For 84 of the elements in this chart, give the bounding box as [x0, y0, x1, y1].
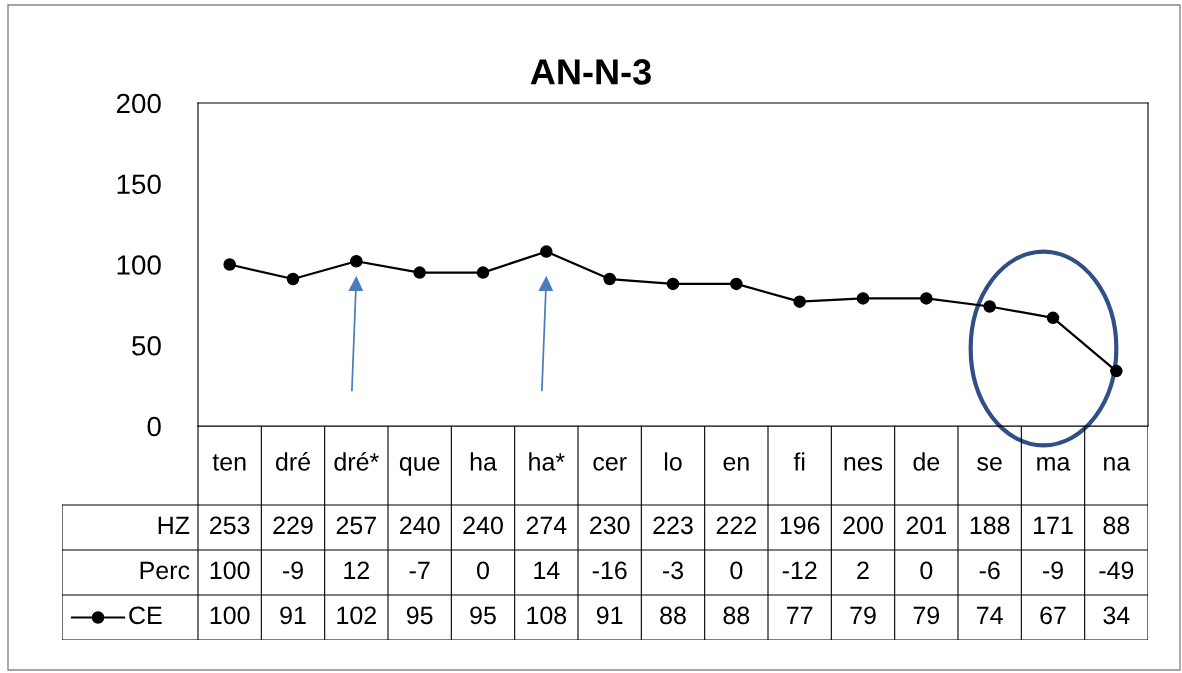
x-tick-label: na	[1104, 457, 1131, 471]
chart-title: AN-N-3	[530, 59, 651, 85]
text: -12	[782, 561, 817, 579]
x-tick-label: en	[723, 457, 749, 471]
point	[413, 266, 426, 279]
text: 0	[477, 561, 489, 580]
point	[286, 272, 300, 286]
x-tick-label: dré*	[334, 452, 379, 471]
data-label: 79	[850, 606, 876, 625]
y-tick-label: 50	[132, 335, 161, 356]
data-label: 102	[337, 606, 376, 625]
point	[920, 292, 933, 305]
text: -9	[1043, 561, 1063, 580]
y-tick-label: 100	[117, 255, 161, 275]
y-tick-label: 200	[116, 93, 161, 114]
text: 229	[273, 516, 313, 535]
text: 0	[920, 561, 933, 580]
text: -6	[979, 561, 1000, 580]
x-tick-label: dré	[275, 452, 310, 471]
point	[666, 277, 680, 291]
text: 200	[843, 516, 883, 535]
text: 240	[463, 516, 503, 535]
text: -49	[1099, 561, 1134, 580]
data-label: 108	[527, 606, 567, 625]
point	[793, 295, 806, 308]
text: 201	[906, 516, 946, 535]
x-tick-label: ma	[1037, 457, 1071, 471]
text: 14	[534, 561, 560, 579]
data-label: 95	[406, 606, 433, 625]
x-tick-label: ha	[470, 452, 497, 471]
text: 230	[590, 516, 630, 535]
text: 88	[1103, 516, 1130, 535]
point	[476, 266, 490, 279]
y-tick-label: 0	[147, 416, 161, 437]
legend-label: CE	[129, 606, 162, 625]
text: -16	[592, 561, 627, 580]
text: 253	[210, 516, 250, 535]
point	[1110, 364, 1123, 378]
text: 188	[970, 516, 1010, 535]
data-label: 91	[280, 606, 306, 625]
x-tick-label: cer	[593, 457, 627, 471]
data-label: 34	[1103, 606, 1130, 625]
text: 274	[526, 516, 567, 534]
data-label: 67	[1040, 606, 1066, 625]
text: Perc	[140, 561, 190, 580]
x-tick-label: fi	[793, 452, 805, 471]
text: 2	[857, 561, 869, 579]
point	[983, 300, 996, 313]
text: -3	[663, 561, 684, 580]
text: 12	[344, 561, 369, 579]
text: 257	[336, 516, 376, 535]
x-tick-label: que	[399, 457, 440, 476]
point	[223, 258, 236, 271]
text: 100	[210, 561, 250, 580]
text: 0	[730, 561, 743, 580]
text: 240	[400, 516, 440, 535]
data-label: 74	[977, 606, 1003, 624]
x-tick-label: de	[913, 452, 940, 471]
x-tick-label: lo	[664, 452, 682, 471]
text: 222	[716, 516, 756, 534]
point	[350, 255, 363, 268]
x-tick-label: ha*	[529, 452, 565, 471]
text: -9	[283, 561, 303, 580]
text: HZ	[158, 516, 190, 534]
data-label: 77	[787, 606, 813, 624]
point	[1046, 311, 1060, 325]
data-label: 79	[913, 606, 940, 625]
x-tick-label: ten	[212, 454, 246, 471]
data-label: 88	[723, 606, 750, 625]
data-label: 100	[210, 606, 250, 625]
data-label: 88	[660, 606, 686, 625]
data-label: 95	[470, 606, 496, 625]
point	[856, 292, 870, 305]
point	[540, 245, 553, 258]
x-tick-label: nes	[844, 457, 883, 471]
text: 223	[653, 516, 693, 535]
point	[730, 277, 743, 291]
text: 171	[1034, 516, 1073, 534]
text: 196	[780, 516, 820, 535]
data-label: 91	[596, 606, 623, 625]
y-tick-label: 150	[117, 174, 161, 195]
x-tick-label: se	[977, 457, 1002, 471]
text: -7	[409, 561, 430, 579]
point	[603, 272, 616, 286]
